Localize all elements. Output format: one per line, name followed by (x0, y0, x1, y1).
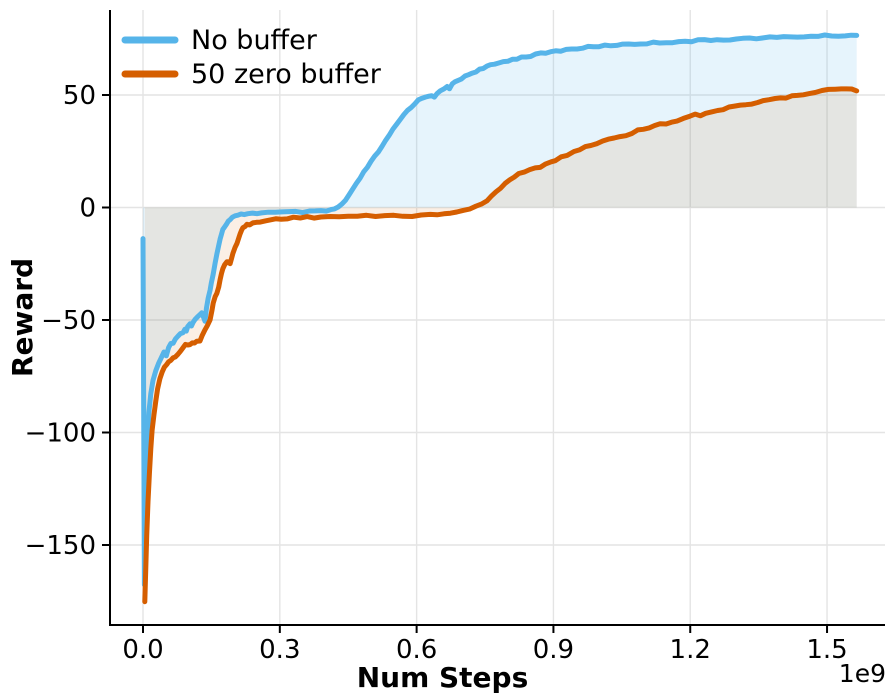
series-line-50-zero-buffer (142, 86, 860, 605)
x-axis-label: Num Steps (357, 661, 529, 694)
x-tick-label-0.6: 0.6 (396, 635, 437, 665)
y-tick-label-−100: −100 (25, 418, 96, 448)
series-line-no-buffer (140, 32, 860, 588)
legend-label-no-buffer: No buffer (191, 25, 318, 56)
x-tick-label-1.5: 1.5 (806, 635, 847, 665)
x-tick-label-0.9: 0.9 (533, 635, 574, 665)
x-axis-offset-label: 1e9 (839, 659, 886, 688)
y-axis-label: Reward (6, 258, 39, 377)
legend-label-50-zero-buffer: 50 zero buffer (191, 59, 382, 90)
x-tick-label-1.2: 1.2 (670, 635, 711, 665)
y-tick-label-50: 50 (63, 81, 96, 111)
series-fill-no-buffer (143, 35, 857, 585)
y-tick-label-0: 0 (79, 194, 96, 224)
x-tick-label-0.0: 0.0 (122, 635, 163, 665)
series-fill-50-zero-buffer (144, 88, 857, 602)
y-tick-label-−50: −50 (41, 306, 96, 336)
y-tick-label-−150: −150 (25, 531, 96, 561)
x-tick-label-0.3: 0.3 (259, 635, 300, 665)
